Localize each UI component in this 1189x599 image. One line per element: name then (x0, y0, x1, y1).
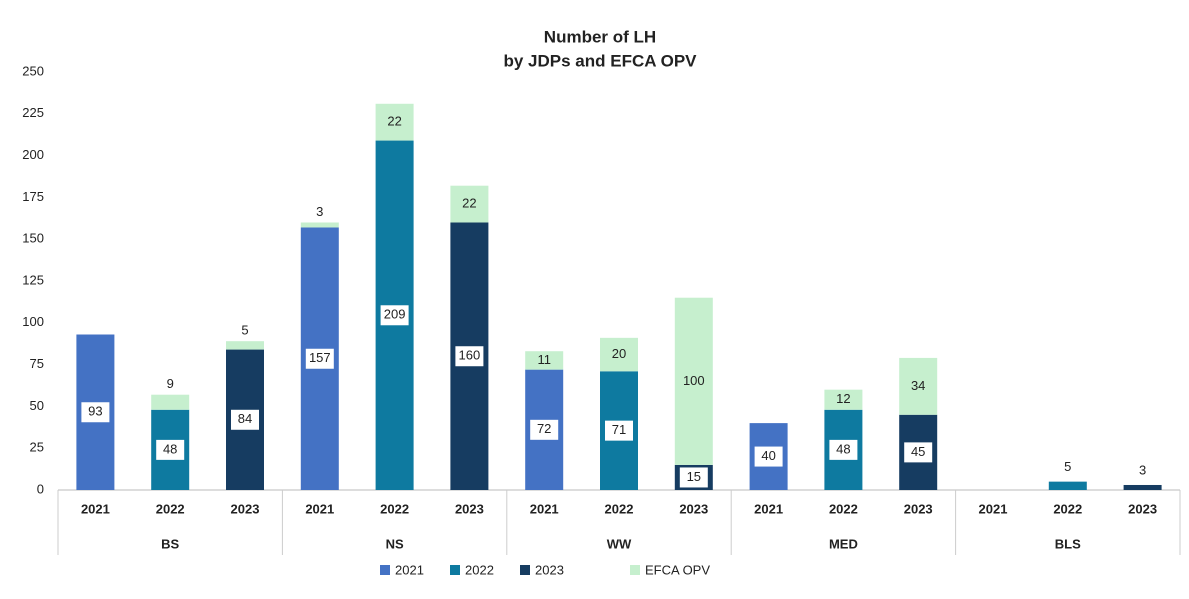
label-box (380, 305, 409, 326)
x-tick-label: 2023 (1128, 501, 1157, 516)
x-tick-label: 2022 (156, 501, 185, 516)
bar-segment (824, 389, 863, 410)
y-tick-label: 0 (37, 481, 44, 496)
x-tick-label: 2022 (1053, 501, 1082, 516)
bar-segment (1123, 484, 1162, 490)
legend-label: EFCA OPV (645, 562, 710, 577)
data-label: 40 (761, 448, 775, 463)
y-tick-label: 175 (22, 189, 44, 204)
data-label: 72 (537, 421, 551, 436)
data-label: 12 (836, 391, 850, 406)
data-label: 160 (459, 348, 481, 363)
label-box (679, 467, 708, 488)
bar-segment (899, 357, 938, 415)
x-tick-label: 2022 (380, 501, 409, 516)
group-label: NS (386, 536, 404, 551)
legend-label: 2022 (465, 562, 494, 577)
label-box (231, 409, 259, 430)
label-box (81, 402, 110, 423)
label-box (156, 439, 185, 460)
legend-label: 2023 (535, 562, 564, 577)
bar-segment (300, 222, 339, 228)
y-tick-label: 250 (22, 63, 44, 78)
data-label: 71 (612, 422, 626, 437)
bar-segment (600, 337, 638, 372)
legend-swatch (450, 565, 460, 575)
bar-segment (525, 351, 564, 370)
label-box (305, 348, 334, 369)
group-label: WW (607, 536, 632, 551)
legend-swatch (380, 565, 390, 575)
data-label: 22 (462, 196, 476, 211)
y-tick-label: 100 (22, 314, 44, 329)
data-label: 5 (241, 323, 248, 338)
bar-segment (151, 394, 190, 410)
data-label: 5 (1064, 459, 1071, 474)
data-label: 84 (238, 411, 252, 426)
chart-subtitle: by JDPs and EFCA OPV (503, 51, 697, 70)
data-label: 45 (911, 444, 925, 459)
x-tick-label: 2021 (81, 501, 110, 516)
data-label: 15 (687, 469, 701, 484)
label-box (530, 419, 559, 440)
group-label: BS (161, 536, 179, 551)
x-tick-label: 2023 (455, 501, 484, 516)
x-tick-label: 2021 (530, 501, 559, 516)
bar-segment (375, 103, 414, 141)
y-tick-label: 125 (22, 272, 44, 287)
y-tick-label: 25 (30, 440, 44, 455)
data-label: 93 (88, 404, 102, 419)
bar-segment (1048, 481, 1087, 490)
label-box (754, 446, 783, 467)
x-tick-label: 2023 (904, 501, 933, 516)
legend-swatch (630, 565, 640, 575)
label-box (455, 346, 484, 367)
x-tick-label: 2023 (231, 501, 260, 516)
data-label: 9 (167, 376, 174, 391)
data-label: 48 (836, 441, 850, 456)
legend-swatch (520, 565, 530, 575)
y-tick-label: 150 (22, 231, 44, 246)
x-tick-label: 2022 (605, 501, 634, 516)
group-label: MED (829, 536, 858, 551)
y-tick-label: 225 (22, 105, 44, 120)
legend-label: 2021 (395, 562, 424, 577)
label-box (904, 442, 933, 463)
y-tick-label: 200 (22, 147, 44, 162)
label-box (605, 420, 633, 441)
data-label: 11 (537, 352, 551, 367)
data-label: 3 (1139, 462, 1146, 477)
data-label: 20 (612, 346, 626, 361)
data-label: 100 (683, 373, 705, 388)
bar-segment (674, 297, 713, 465)
y-tick-label: 75 (30, 356, 44, 371)
bar-segment (450, 185, 489, 223)
data-label: 34 (911, 378, 925, 393)
x-tick-label: 2021 (305, 501, 334, 516)
x-tick-label: 2021 (979, 501, 1008, 516)
label-box (829, 439, 858, 460)
x-tick-label: 2021 (754, 501, 783, 516)
data-label: 209 (384, 307, 406, 322)
x-tick-label: 2023 (679, 501, 708, 516)
data-label: 157 (309, 350, 331, 365)
y-tick-label: 50 (30, 398, 44, 413)
bar-segment (226, 341, 264, 350)
data-label: 3 (316, 204, 323, 219)
chart-title: Number of LH (544, 27, 656, 46)
x-tick-label: 2022 (829, 501, 858, 516)
data-label: 22 (387, 114, 401, 129)
group-label: BLS (1055, 536, 1081, 551)
data-label: 48 (163, 441, 177, 456)
